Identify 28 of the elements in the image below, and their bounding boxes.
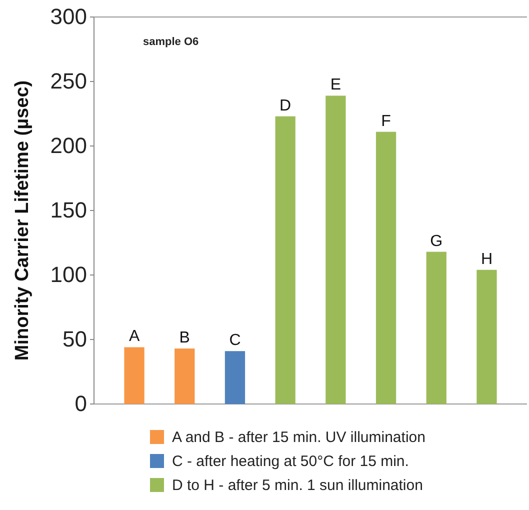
annotation: sample O6 bbox=[143, 36, 199, 48]
legend-label: C - after heating at 50°C for 15 min. bbox=[172, 453, 409, 470]
y-tick-label: 150 bbox=[50, 198, 87, 223]
y-axis-title: Minority Carrier Lifetime (µsec) bbox=[12, 80, 33, 361]
legend-label: D to H - after 5 min. 1 sun illumination bbox=[172, 477, 423, 494]
bar bbox=[124, 347, 144, 404]
bar bbox=[376, 132, 396, 404]
y-tick-label: 100 bbox=[50, 262, 87, 288]
x-tick-label: H bbox=[480, 250, 492, 268]
y-tick-label: 300 bbox=[50, 4, 87, 30]
x-tick-label: B bbox=[179, 330, 190, 347]
x-tick-label: C bbox=[229, 332, 241, 350]
bar bbox=[426, 252, 446, 404]
x-tick-label: A bbox=[128, 328, 140, 346]
y-tick-label: 50 bbox=[62, 326, 87, 352]
x-tick-label: G bbox=[430, 232, 443, 250]
x-tick-label: F bbox=[381, 112, 392, 130]
y-tick-label: 250 bbox=[50, 68, 87, 94]
bar bbox=[275, 116, 296, 404]
y-tick-label: 200 bbox=[50, 133, 87, 158]
x-tick-label: E bbox=[330, 76, 342, 94]
bar bbox=[326, 96, 346, 404]
bar bbox=[174, 348, 195, 404]
legend-label: A and B - after 15 min. UV illumination bbox=[172, 429, 426, 446]
bar bbox=[224, 351, 246, 404]
y-tick-label: 0 bbox=[74, 391, 87, 416]
x-tick-label: D bbox=[280, 97, 292, 114]
bar bbox=[476, 270, 497, 404]
